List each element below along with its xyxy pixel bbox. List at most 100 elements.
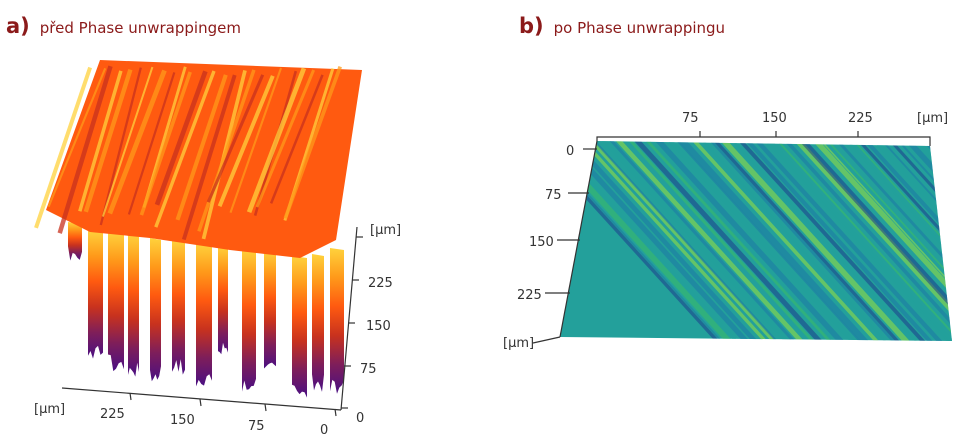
panel-a-surface-plot: [µm] 225 150 75 0 0 75 150 225 [µm] [34,60,401,438]
panel-a-ridge [47,67,107,208]
panel-b-streak [600,141,803,341]
panel-b-top-axis-unit: [µm] [917,111,948,126]
panel-a-side-tick-label: 75 [360,362,377,377]
panel-b-top-tick-label: 75 [682,111,699,126]
panel-b-streak [836,141,952,341]
panel-b-streak [700,141,903,341]
panel-b-streak [729,141,933,341]
panel-b-left-axis [559,140,598,338]
panel-b-top-tick-label: 225 [848,111,873,126]
panel-a-ridge [283,65,342,219]
panel-a-ridge [107,69,167,215]
panel-b-streak [683,141,886,341]
panel-a-ridge [175,74,228,221]
panel-a-front-tick-label: 150 [170,413,195,428]
panel-b-left-tick-label: 0 [566,144,574,159]
panel-a-front-tick-label: 225 [100,407,125,422]
panel-b-streak [704,141,907,341]
panel-a-ridge [101,66,154,217]
panel-b-streak [670,141,876,341]
panel-b-top-tick-label: 150 [762,111,787,126]
panel-a-caption: před Phase unwrappingem [39,19,241,37]
panel-b-left-tick-label: 225 [517,288,542,303]
panel-a-ridge [217,75,275,207]
panel-a-ridge [154,70,208,206]
panel-b-heading: b) po Phase unwrappingu [519,14,725,38]
panel-b-left-tick-label: 150 [529,235,554,250]
panel-b-streak [826,141,952,341]
panel-a-side-axis [340,226,358,411]
panel-a-wall [150,238,161,382]
panel-b-streak [745,141,950,341]
panel-b-streak [887,141,952,341]
panel-a-ridge [78,70,123,212]
panel-b-streak [712,141,917,341]
panel-a-ridge [57,65,113,234]
panel-a-wall [68,222,82,261]
panel-a-ridge [127,72,176,215]
panel-a-wall [218,246,228,355]
panel-a-ridge [154,70,216,228]
panel-a-side-tick-label: 225 [368,276,393,291]
panel-b-axes: 75 150 225 [µm] 0 75 150 225 [µm] [503,111,948,351]
panel-a-wall [88,230,103,359]
panel-b-streak [896,141,952,341]
panel-a-ridge [99,67,142,226]
panel-a-front-tick-label: 0 [320,423,328,438]
panel-b-streak [640,141,844,341]
panel-b-caption: po Phase unwrappingu [553,19,726,37]
panel-b-streak [964,130,968,350]
panel-b-streak [775,141,952,341]
panel-a-side-ticks [341,236,363,409]
panel-b-streak [946,141,952,341]
panel-a-ridge [139,71,192,216]
panel-a-wall [330,248,344,394]
panel-a-side-tick-label: 0 [356,411,364,426]
panel-a-axes: [µm] 225 150 75 0 0 75 150 225 [µm] [34,223,401,438]
panel-b-streak [785,141,952,341]
panel-a-wall [196,243,212,387]
panel-b-streak [572,141,775,341]
panel-b-streak [666,141,869,341]
panel-b-streak [580,141,784,341]
panel-b-streak [767,141,952,341]
panel-b-streak [593,141,799,341]
panel-b-streak [625,141,830,341]
panel-b-streak [583,141,786,341]
panel-b-streak [871,141,952,341]
panel-b-streak [607,141,811,341]
panel-a-drop-walls [68,222,344,398]
panel-b-streak [957,130,968,350]
panel-a-wall [292,256,307,398]
panel-a-ridge [206,74,265,203]
panel-b-streak [790,141,952,341]
panel-b-streak [804,141,952,341]
panel-a-letter: a) [6,14,30,38]
panel-a-wall [108,232,124,372]
panel-a-wall [172,240,185,375]
panel-a-ridge [255,69,315,208]
panel-a-surface-top [46,60,362,258]
panel-a-ridge [246,67,307,214]
panel-a-front-tick-label: 75 [248,419,265,434]
panel-a-surface-ridges [34,65,342,241]
panel-a-wall [242,248,256,392]
panel-b-streak [658,141,863,341]
panel-b-streak [692,141,894,341]
panel-b-streak [810,141,952,341]
panel-a-heading: a) před Phase unwrappingem [6,14,241,38]
panel-b-left-axis-unit: [µm] [503,336,534,351]
panel-b-left-tick [532,336,561,344]
panel-a-ridge [34,66,92,229]
panel-b-letter: b) [519,14,544,38]
panel-a-front-axis-unit: [µm] [34,402,65,417]
panel-b-streak [636,141,839,341]
panel-b-left-tick-label: 75 [545,188,562,203]
panel-b-surface-plot: 75 150 225 [µm] 0 75 150 225 [µm] [503,111,968,351]
panel-a-ridge [197,69,256,232]
panel-a-ridge [269,74,324,204]
panel-b-streak [736,141,940,341]
panel-a-side-axis-unit: [µm] [370,223,401,238]
panel-a-wall [264,250,276,369]
